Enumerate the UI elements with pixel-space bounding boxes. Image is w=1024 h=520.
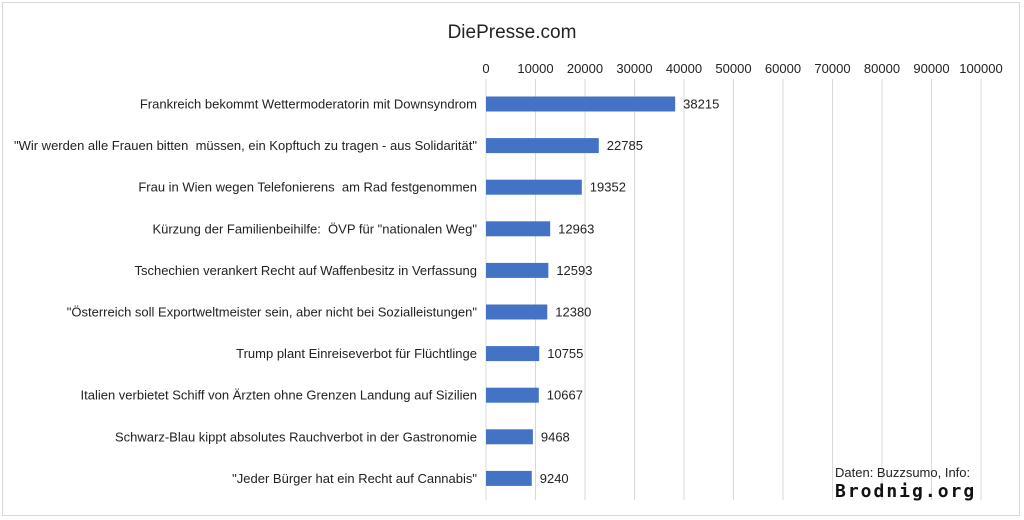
x-axis-tick-labels: 0 10000 20000 30000 40000 50000 60000 70000 8000…: [482, 61, 1002, 76]
bars: [486, 96, 676, 486]
category-label: Schwarz-Blau kippt absolutes Rauchverbot…: [115, 429, 477, 444]
x-tick-label: 10000: [517, 61, 553, 76]
category-labels: Frankreich bekommt Wettermoderatorin mit…: [14, 97, 477, 486]
data-labels: 38215 22785 19352 12963 12593 12380 10755 10667…: [540, 97, 720, 486]
data-label: 12380: [555, 305, 591, 320]
bar: [486, 429, 533, 445]
x-tick-label: 50000: [715, 61, 751, 76]
data-label: 9468: [541, 429, 570, 444]
x-tick-label: 60000: [765, 61, 801, 76]
category-label: Italien verbietet Schiff von Ärzten ohne…: [80, 388, 477, 403]
data-label: 10667: [547, 388, 583, 403]
data-label: 9240: [540, 471, 569, 486]
bar-chart: DiePresse.com 0 10000 20000 30000 40000 50000…: [14, 22, 1003, 502]
x-tick-label: 100000: [959, 61, 1002, 76]
x-tick-label: 80000: [864, 61, 900, 76]
data-label: 38215: [683, 97, 719, 112]
category-label: Trump plant Einreiseverbot für Flüchtlin…: [236, 346, 477, 361]
bar: [486, 221, 551, 237]
data-label: 22785: [607, 138, 643, 153]
chart-title: DiePresse.com: [448, 22, 577, 43]
data-label: 19352: [590, 180, 626, 195]
bar: [486, 304, 548, 320]
x-tick-label: 30000: [616, 61, 652, 76]
x-tick-label: 90000: [913, 61, 949, 76]
category-label: Frankreich bekommt Wettermoderatorin mit…: [140, 97, 477, 112]
bar: [486, 346, 540, 362]
bar: [486, 262, 549, 278]
x-tick-label: 20000: [567, 61, 603, 76]
data-label: 12593: [556, 263, 592, 278]
bar: [486, 179, 582, 195]
data-label: 12963: [558, 221, 594, 236]
bar: [486, 96, 676, 112]
data-label: 10755: [547, 346, 583, 361]
x-tick-label: 0: [482, 61, 489, 76]
bar: [486, 470, 532, 486]
x-tick-label: 40000: [666, 61, 702, 76]
bar: [486, 138, 599, 154]
category-label: "Österreich soll Exportweltmeister sein,…: [67, 305, 478, 320]
category-label: "Jeder Bürger hat ein Recht auf Cannabis…: [232, 471, 477, 486]
category-label: Frau in Wien wegen Telefonierens am Rad …: [138, 180, 477, 195]
category-label: Kürzung der Familienbeihilfe: ÖVP für "n…: [152, 221, 477, 236]
bar: [486, 387, 539, 403]
x-tick-label: 70000: [814, 61, 850, 76]
credit-source: Daten: Buzzsumo, Info:: [835, 465, 970, 480]
credit-brand: Brodnig.org: [835, 481, 976, 502]
category-label: "Wir werden alle Frauen bitten müssen, e…: [14, 138, 477, 153]
category-label: Tschechien verankert Recht auf Waffenbes…: [134, 263, 477, 278]
